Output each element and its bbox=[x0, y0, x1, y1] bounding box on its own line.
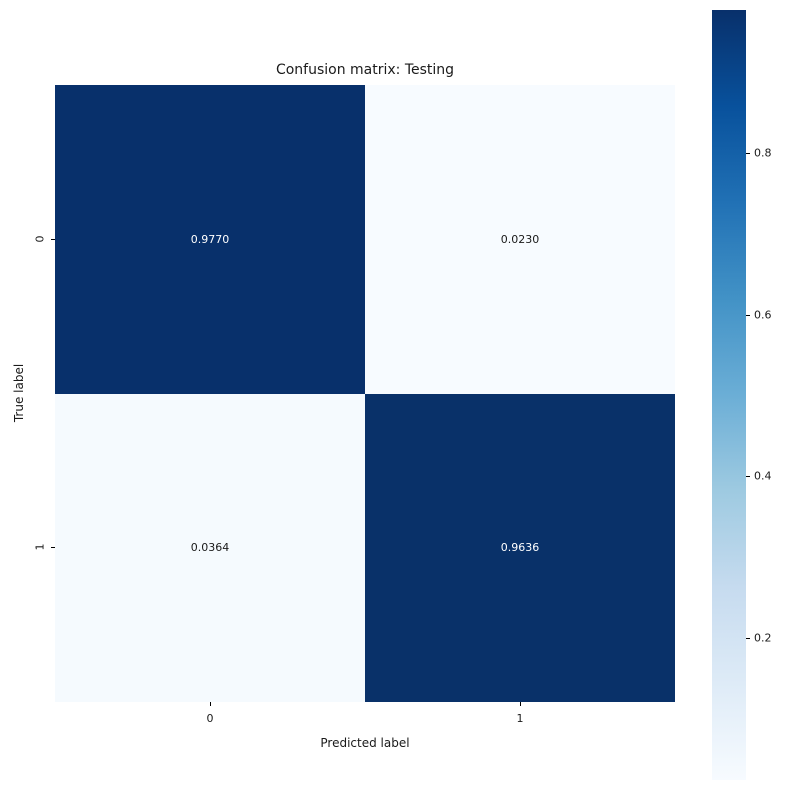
y-tick-label-0: 0 bbox=[33, 235, 47, 243]
heatmap-cell-0-1: 0.0230 bbox=[365, 85, 675, 394]
x-tick-label-1: 1 bbox=[516, 712, 524, 725]
colorbar-tick-mark-0.6 bbox=[746, 315, 750, 316]
heatmap-cell-0-0: 0.9770 bbox=[55, 85, 365, 394]
colorbar-tick-label-0.4: 0.4 bbox=[754, 469, 772, 483]
colorbar-tick-label-0.6: 0.6 bbox=[754, 308, 772, 322]
y-tick-label-1: 1 bbox=[33, 543, 47, 551]
x-tick-label-0: 0 bbox=[206, 712, 214, 725]
heatmap-plot: 0.9770 0.0230 0.0364 0.9636 bbox=[55, 85, 675, 702]
y-axis-label: True label bbox=[12, 363, 26, 423]
y-tick-mark-1 bbox=[51, 547, 55, 548]
cell-value: 0.9636 bbox=[500, 541, 540, 555]
colorbar-tick-mark-0.8 bbox=[746, 153, 750, 154]
cell-value: 0.0364 bbox=[190, 541, 230, 555]
cell-value: 0.0230 bbox=[500, 232, 540, 246]
colorbar bbox=[712, 10, 746, 780]
x-tick-mark-1 bbox=[520, 702, 521, 706]
colorbar-tick-label-0.2: 0.2 bbox=[754, 631, 772, 645]
colorbar-tick-label-0.8: 0.8 bbox=[754, 146, 772, 160]
colorbar-tick-mark-0.4 bbox=[746, 476, 750, 477]
heatmap-cell-1-0: 0.0364 bbox=[55, 393, 365, 702]
y-tick-mark-0 bbox=[51, 239, 55, 240]
colorbar-tick-mark-0.2 bbox=[746, 638, 750, 639]
cell-value: 0.9770 bbox=[190, 232, 230, 246]
colorbar-gradient bbox=[712, 10, 746, 780]
chart-title: Confusion matrix: Testing bbox=[275, 62, 455, 78]
x-axis-label: Predicted label bbox=[320, 736, 410, 750]
x-tick-mark-0 bbox=[210, 702, 211, 706]
heatmap-cell-1-1: 0.9636 bbox=[365, 393, 675, 702]
